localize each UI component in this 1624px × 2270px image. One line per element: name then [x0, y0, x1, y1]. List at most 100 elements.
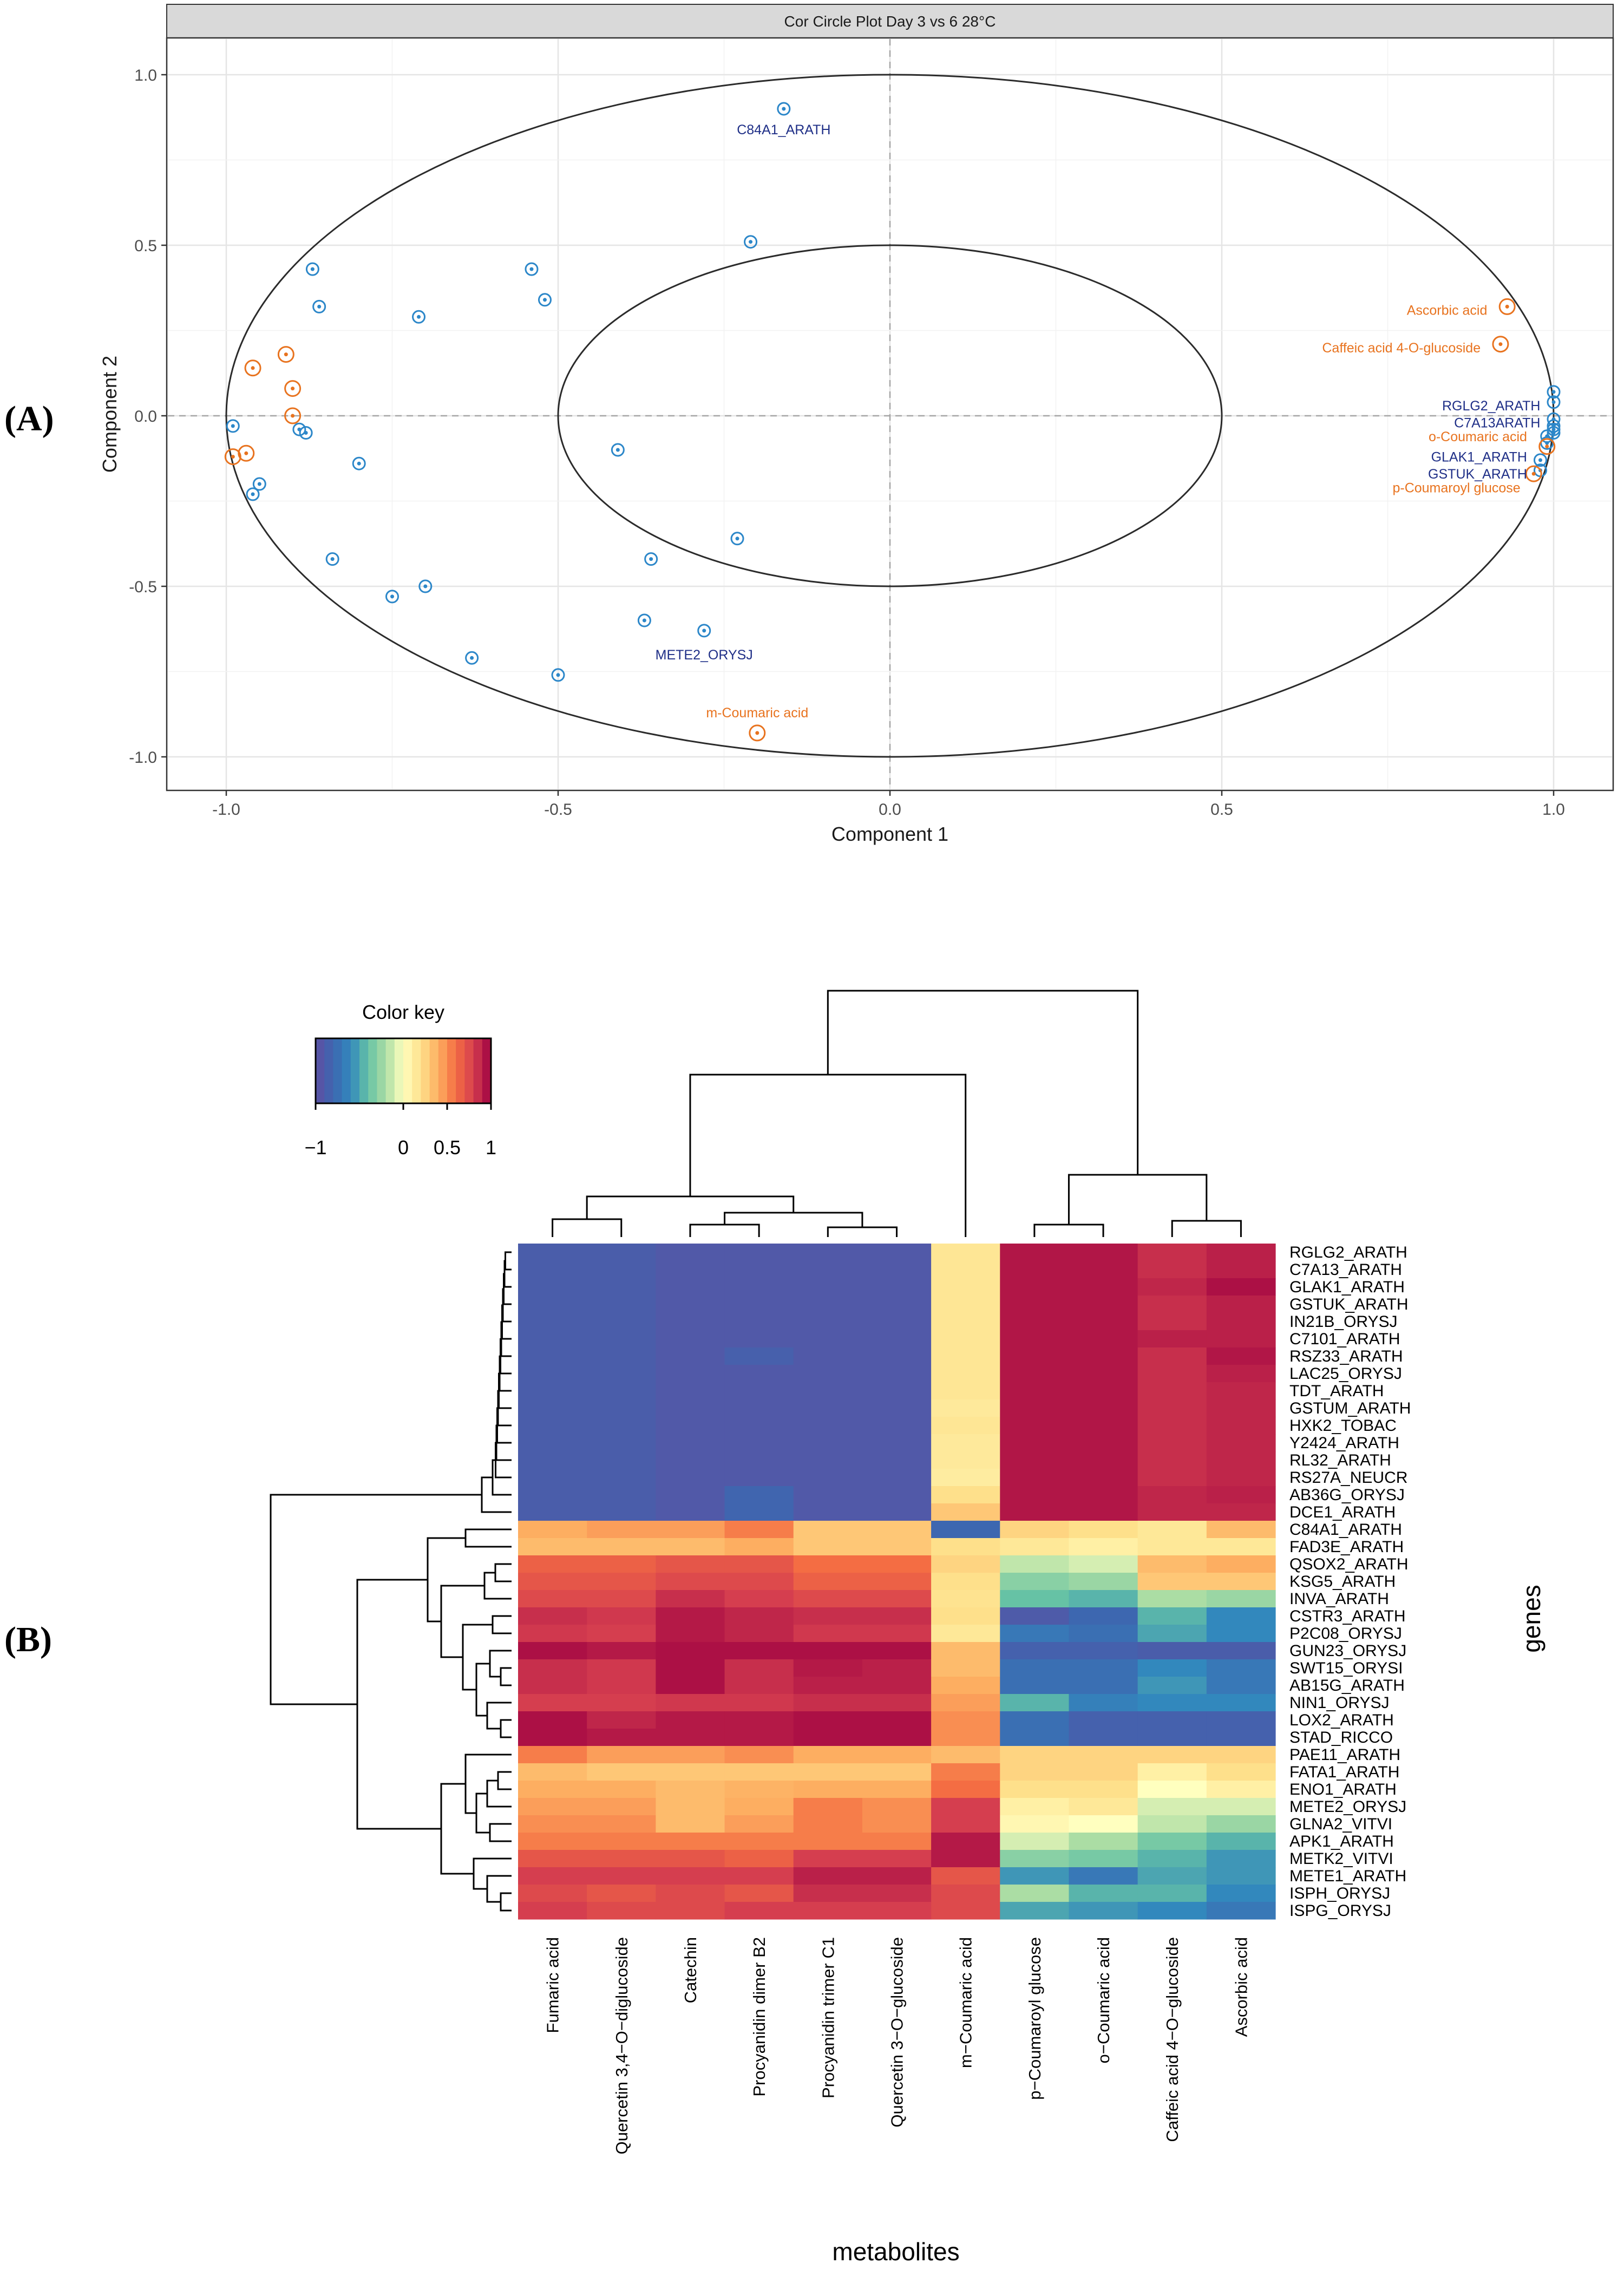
heatmap-cell — [862, 1296, 932, 1313]
dendrogram-link — [462, 1624, 493, 1691]
heatmap-cell — [587, 1417, 656, 1435]
heatmap-cell — [724, 1763, 794, 1781]
heatmap-cell — [862, 1885, 932, 1902]
heatmap-cell — [1000, 1590, 1070, 1608]
heatmap-cell — [1206, 1781, 1276, 1798]
point-ring — [284, 407, 302, 424]
heatmap-cell — [1206, 1798, 1276, 1816]
heatmap-cell — [931, 1434, 1000, 1452]
heatmap-cell — [1000, 1607, 1070, 1625]
heatmap-cell — [793, 1729, 863, 1746]
heatmap-cell — [1206, 1451, 1276, 1469]
heatmap-cell — [587, 1798, 656, 1816]
heatmap-cell — [793, 1573, 863, 1591]
scatter-points — [224, 102, 1561, 742]
heatmap-cell — [518, 1711, 587, 1729]
heatmap-cell — [1137, 1244, 1207, 1261]
point-dot — [310, 267, 315, 271]
heatmap-cell — [518, 1694, 587, 1712]
heatmap-cell — [931, 1659, 1000, 1677]
heatmap-cell — [724, 1781, 794, 1798]
row-label: Y2424_ARATH — [1289, 1434, 1399, 1452]
heatmap-cell — [1069, 1296, 1138, 1313]
row-label: PAE11_ARATH — [1289, 1746, 1400, 1764]
heatmap-cell — [1206, 1642, 1276, 1660]
heatmap-cell — [1000, 1330, 1070, 1348]
heatmap-cell — [1137, 1417, 1207, 1435]
heatmap-cell — [518, 1833, 587, 1850]
point-dot — [1545, 444, 1549, 449]
gene-point — [418, 579, 433, 593]
heatmap-cell — [587, 1815, 656, 1833]
color-key-tick-label: 0 — [398, 1136, 409, 1159]
heatmap-cell — [518, 1382, 587, 1400]
point-dot — [1551, 427, 1556, 431]
point-label: o-Coumaric acid — [1429, 429, 1527, 444]
heatmap-cell — [1206, 1867, 1276, 1885]
heatmap-cell — [1069, 1798, 1138, 1816]
heatmap-cell — [724, 1451, 794, 1469]
heatmap-cell — [1137, 1642, 1207, 1660]
heatmap-cell — [931, 1503, 1000, 1521]
heatmap-cell — [793, 1244, 863, 1261]
heatmap-cell — [1137, 1625, 1207, 1643]
heatmap-cell — [518, 1763, 587, 1781]
dendrogram-link — [486, 1875, 512, 1903]
metabolite-point — [749, 724, 766, 742]
heatmap-cell — [656, 1815, 725, 1833]
heatmap-cell — [724, 1573, 794, 1591]
heatmap-cell — [931, 1798, 1000, 1816]
heatmap-cell — [862, 1746, 932, 1764]
point-dot — [244, 451, 248, 455]
heatmap-cell — [862, 1625, 932, 1643]
heatmap-cell — [587, 1469, 656, 1487]
heatmap-cell — [1000, 1417, 1070, 1435]
heatmap-cell — [1069, 1330, 1138, 1348]
heatmap-cell — [1069, 1781, 1138, 1798]
heatmap-cell — [1137, 1469, 1207, 1487]
column-label: Fumaric acid — [543, 1937, 562, 2033]
heatmap-cell — [656, 1538, 725, 1556]
y-tick-label: 0.5 — [134, 237, 157, 255]
heatmap-cell — [862, 1486, 932, 1504]
heatmap-cell — [724, 1399, 794, 1417]
point-dot — [735, 537, 739, 541]
heatmap-cell — [1206, 1555, 1276, 1573]
heatmap-cell — [587, 1261, 656, 1279]
heatmap-cell — [793, 1850, 863, 1868]
heatmap-cell — [1000, 1763, 1070, 1781]
y-axis-label: Component 2 — [99, 356, 121, 473]
heatmap-cell — [587, 1850, 656, 1868]
gene-point — [525, 262, 539, 276]
heatmap-cell — [1000, 1694, 1070, 1712]
heatmap-cell — [1206, 1711, 1276, 1729]
heatmap-cell — [1137, 1503, 1207, 1521]
heatmap-cell — [656, 1330, 725, 1348]
heatmap-cell — [862, 1902, 932, 1920]
column-labels: Fumaric acid Quercetin 3,4−O−diglucoside C… — [543, 1937, 1251, 2155]
heatmap-cell — [724, 1798, 794, 1816]
heatmap-cell — [724, 1434, 794, 1452]
heatmap-cell — [656, 1607, 725, 1625]
column-label: Catechin — [681, 1937, 700, 2003]
heatmap-cell — [518, 1503, 587, 1521]
row-label: APK1_ARATH — [1289, 1833, 1394, 1850]
heatmap-cell — [1137, 1382, 1207, 1400]
heatmap-cell — [793, 1763, 863, 1781]
heatmap-cell — [931, 1382, 1000, 1400]
heatmap-cell — [793, 1625, 863, 1643]
heatmap-cell — [518, 1867, 587, 1885]
heatmap-cell — [862, 1261, 932, 1279]
point-ring — [284, 380, 302, 397]
row-label: C84A1_ARATH — [1289, 1521, 1402, 1539]
heatmap-cell — [587, 1278, 656, 1296]
heatmap-cell — [931, 1555, 1000, 1573]
heatmap-cell — [793, 1434, 863, 1452]
gene-point — [611, 443, 625, 457]
dendrogram-link — [1033, 1224, 1104, 1237]
heatmap-cell — [793, 1694, 863, 1712]
heatmap-cell — [587, 1729, 656, 1746]
heatmap-cell — [1000, 1399, 1070, 1417]
heatmap-cell — [724, 1347, 794, 1365]
point-ring — [730, 532, 744, 546]
